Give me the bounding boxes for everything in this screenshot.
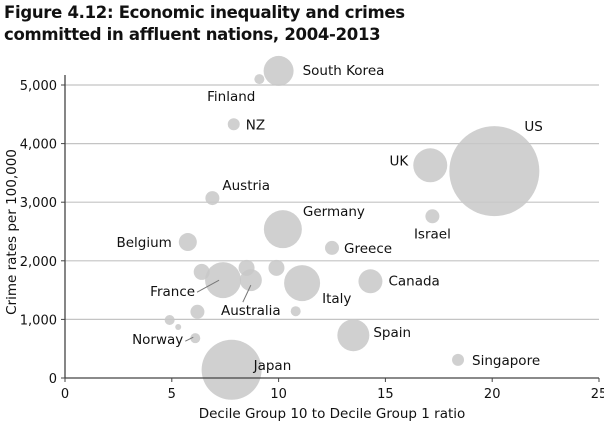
bubble-finland <box>254 74 265 85</box>
bubble-label: UK <box>390 153 410 169</box>
bubble-label: Canada <box>388 273 439 289</box>
bubble-label: Belgium <box>116 235 171 251</box>
x-tick-label: 10 <box>270 387 287 402</box>
y-tick-label: 5,000 <box>20 79 57 94</box>
bubble <box>268 259 285 276</box>
bubble-label: Austria <box>222 178 270 194</box>
chart-title: Figure 4.12: Economic inequality and cri… <box>4 2 405 46</box>
x-tick-label: 15 <box>377 387 394 402</box>
bubble-italy <box>284 265 321 302</box>
y-tick-label: 0 <box>49 372 57 387</box>
bubble-belgium <box>178 233 197 252</box>
bubble-label: Singapore <box>472 353 540 369</box>
x-tick-label: 25 <box>591 387 604 402</box>
x-tick-label: 5 <box>168 387 176 402</box>
bubble-label: Greece <box>344 241 392 257</box>
bubble-uk <box>413 148 448 183</box>
chart-title-line-2: committed in affluent nations, 2004-2013 <box>4 25 381 44</box>
leader-line <box>242 284 252 303</box>
bubble <box>238 259 255 276</box>
bubble-nz <box>227 118 240 131</box>
bubble-japan <box>201 339 262 400</box>
y-axis-label: Crime rates per 100,000 <box>4 149 20 315</box>
bubble-us <box>449 126 540 217</box>
bubble-label: NZ <box>246 117 265 133</box>
bubble-label: France <box>150 284 195 300</box>
bubble-label: Germany <box>303 204 365 220</box>
x-axis-label: Decile Group 10 to Decile Group 1 ratio <box>199 406 466 422</box>
bubble-israel <box>425 209 440 224</box>
y-tick-label: 1,000 <box>20 313 57 328</box>
chart-title-line-1: Figure 4.12: Economic inequality and cri… <box>4 3 405 22</box>
bubble-canada <box>358 269 383 294</box>
bubble-singapore <box>452 353 465 366</box>
bubble-germany <box>263 210 302 249</box>
bubble-south-korea <box>263 55 294 86</box>
bubble <box>175 324 182 331</box>
x-tick-label: 20 <box>484 387 501 402</box>
bubble-label: Finland <box>207 89 255 105</box>
leader-line <box>196 279 220 293</box>
bubble <box>164 314 175 325</box>
y-tick-label: 4,000 <box>20 138 57 153</box>
y-tick-label: 3,000 <box>20 196 57 211</box>
bubble-label: Norway <box>132 332 183 348</box>
leader-line <box>185 336 194 342</box>
bubble <box>193 263 210 280</box>
bubble-norway <box>190 333 201 344</box>
bubble-france <box>205 262 242 299</box>
y-tick-label: 2,000 <box>20 255 57 270</box>
bubble <box>290 306 301 317</box>
bubble-spain <box>337 319 370 352</box>
x-tick-label: 0 <box>61 387 69 402</box>
bubble-label: Australia <box>221 303 281 319</box>
bubble-label: US <box>524 119 542 135</box>
bubble-label: Japan <box>253 358 292 374</box>
bubble-label: Israel <box>414 226 451 242</box>
bubble-greece <box>325 240 339 255</box>
bubble <box>190 304 205 319</box>
bubble-label: South Korea <box>303 63 385 79</box>
bubble-label: Spain <box>373 325 411 341</box>
bubble-austria <box>205 191 220 206</box>
bubble-label: Italy <box>322 291 351 307</box>
